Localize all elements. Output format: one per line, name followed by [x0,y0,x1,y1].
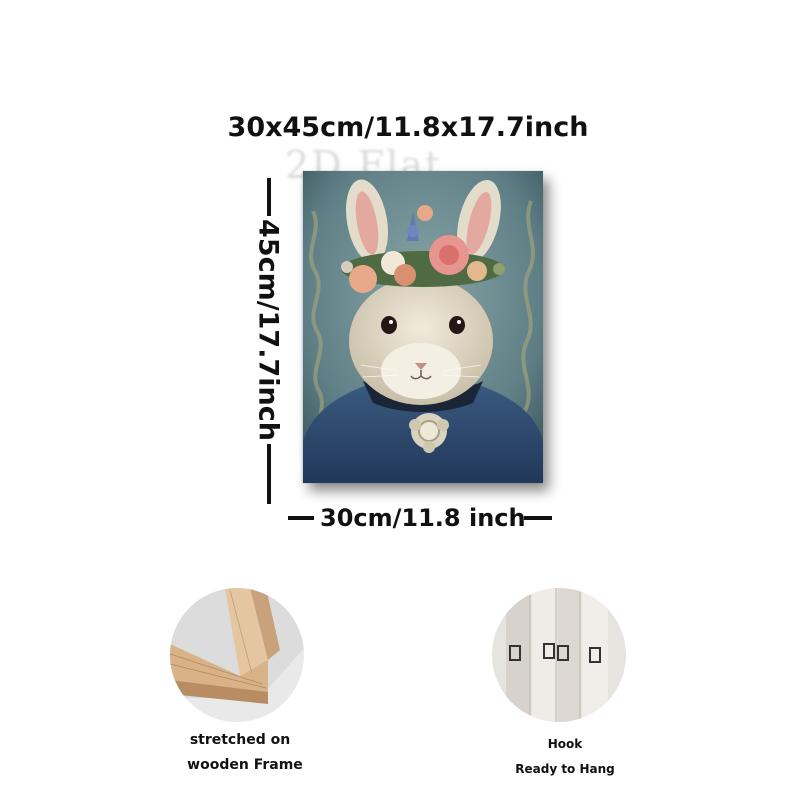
height-label: 45cm/17.7inch [252,219,284,441]
width-dimension-line-right [524,516,552,520]
hook-clips-icon [492,588,626,722]
height-dimension-line-bottom [267,444,271,504]
width-dimension-line-left [288,516,314,520]
feature-caption-frame-line2: wooden Frame [187,757,303,773]
feature-caption-hook-line2: Ready to Hang [515,762,615,776]
rabbit-painting [303,171,543,483]
hook-photo [492,588,626,722]
wooden-frame-photo [170,588,304,722]
height-dimension-line-top [267,178,271,216]
feature-caption-frame-line1: stretched on [189,732,291,748]
width-label: 30cm/11.8 inch [320,504,526,532]
feature-caption-hook-line1: Hook [547,737,583,751]
rabbit-illustration [303,171,543,483]
size-title: 30x45cm/11.8x17.7inch [227,112,589,143]
wooden-frame-corner-icon [170,588,304,722]
